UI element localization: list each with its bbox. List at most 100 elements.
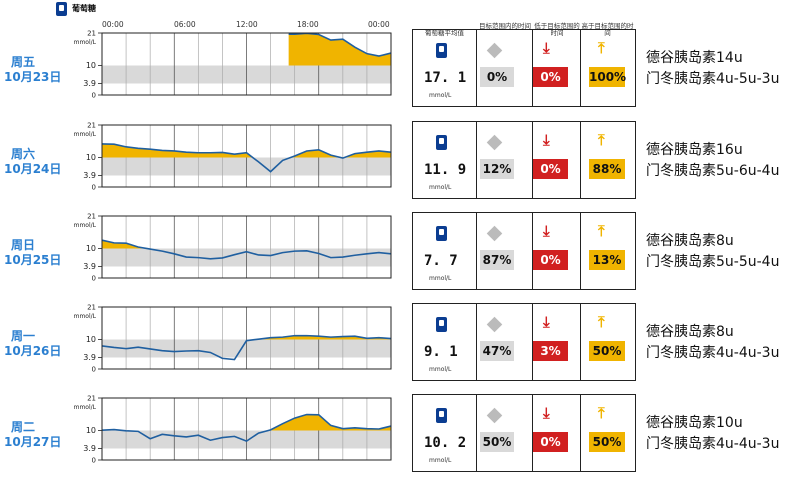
- y-tick-label: 3.9: [83, 444, 96, 453]
- below-range-arrow-icon: ⤓: [543, 222, 550, 240]
- time-in-range-badge: 87%: [480, 250, 514, 270]
- y-tick-label: 0: [92, 366, 96, 374]
- y-tick-label: 21: [87, 30, 96, 38]
- divider: [476, 121, 477, 199]
- glucose-chart: 21 10 3.9 0 mmol/L: [74, 395, 392, 465]
- time-axis: 00:00 06:00 12:00 18:00 00:00: [100, 20, 392, 30]
- time-above-range-badge: 100%: [589, 67, 626, 87]
- time-below-range-badge: 0%: [533, 250, 568, 270]
- y-tick-label: 10: [86, 426, 96, 435]
- y-unit-label: mmol/L: [74, 39, 97, 46]
- avg-header: 葡萄糖平均值: [425, 29, 464, 37]
- date: 10月26日: [4, 344, 62, 358]
- time-above-range-badge: 88%: [589, 159, 625, 179]
- divider: [476, 212, 477, 290]
- weekday: 周六: [10, 147, 35, 161]
- time-above-range-badge: 50%: [589, 432, 625, 452]
- day-label: 周一 10月26日: [4, 329, 64, 359]
- glucose-meter-icon: [436, 226, 447, 241]
- basal-insulin-note: 德谷胰岛素14u: [646, 50, 743, 66]
- avg-glucose-value: 10. 2: [424, 435, 467, 451]
- y-unit-label: mmol/L: [74, 131, 97, 138]
- above-range-arrow-icon: ⤒: [598, 313, 605, 331]
- divider: [580, 394, 581, 472]
- y-tick-label: 10: [86, 153, 96, 162]
- avg-unit: mmol/L: [429, 275, 452, 282]
- avg-glucose-value: 17. 1: [424, 70, 467, 86]
- below-range-arrow-icon: ⤓: [543, 131, 550, 149]
- glucose-meter-icon: [436, 317, 447, 332]
- y-tick-label: 0: [92, 184, 96, 192]
- divider: [532, 121, 533, 199]
- divider: [580, 29, 581, 107]
- y-tick-label: 10: [86, 61, 96, 70]
- bolus-insulin-note: 门冬胰岛素5u-6u-4u: [646, 163, 780, 179]
- basal-insulin-note: 德谷胰岛素10u: [646, 415, 743, 431]
- divider: [532, 29, 533, 107]
- y-tick-label: 0: [92, 457, 96, 465]
- bolus-insulin-note: 门冬胰岛素4u-5u-3u: [646, 71, 780, 87]
- above-range-area: [102, 143, 253, 158]
- time-below-range-badge: 0%: [533, 159, 568, 179]
- above-range-area: [344, 150, 391, 158]
- y-tick-label: 3.9: [83, 353, 96, 362]
- glucose-line: [288, 32, 392, 57]
- time-below-range-badge: 0%: [533, 432, 568, 452]
- day-label: 周六 10月24日: [4, 147, 64, 177]
- above-range-arrow-icon: ⤒: [598, 404, 605, 422]
- in-range-header: 目标范围内的时间: [479, 22, 531, 30]
- glucose-chart: 21 10 3.9 0 mmol/L: [74, 122, 392, 192]
- date: 10月24日: [4, 162, 62, 176]
- glucose-meter-icon: [436, 408, 447, 423]
- avg-unit: mmol/L: [429, 184, 452, 191]
- y-tick-label: 21: [87, 304, 96, 312]
- date: 10月27日: [4, 435, 62, 449]
- glucose-chart: 21 10 3.9 0 mmol/L: [74, 213, 392, 283]
- time-below-range-badge: 0%: [533, 67, 568, 87]
- day-label: 周日 10月25日: [4, 238, 64, 268]
- plot-frame: [101, 306, 392, 370]
- divider: [580, 212, 581, 290]
- time-label: 06:00: [174, 20, 196, 29]
- date: 10月23日: [4, 70, 62, 84]
- y-unit-label: mmol/L: [74, 222, 97, 229]
- plot-frame: [101, 32, 392, 96]
- time-above-range-badge: 50%: [589, 341, 625, 361]
- below-range-arrow-icon: ⤓: [543, 39, 550, 57]
- avg-glucose-value: 11. 9: [424, 162, 467, 178]
- avg-unit: mmol/L: [429, 92, 452, 99]
- weekday: 周五: [10, 55, 35, 69]
- bolus-insulin-note: 门冬胰岛素5u-5u-4u: [646, 254, 780, 270]
- divider: [476, 29, 477, 107]
- divider: [532, 303, 533, 381]
- stats-panel: [412, 394, 636, 472]
- glucose-meter-icon: [436, 43, 447, 58]
- y-unit-label: mmol/L: [74, 404, 97, 411]
- y-tick-label: 10: [86, 335, 96, 344]
- divider: [476, 394, 477, 472]
- above-range-area: [288, 33, 391, 66]
- y-tick-label: 3.9: [83, 262, 96, 271]
- weekday: 周一: [10, 329, 35, 343]
- basal-insulin-note: 德谷胰岛素16u: [646, 142, 743, 158]
- basal-insulin-note: 德谷胰岛素8u: [646, 324, 734, 340]
- avg-unit: mmol/L: [429, 457, 452, 464]
- time-label: 00:00: [102, 20, 124, 29]
- legend-label: 葡萄糖: [72, 4, 96, 13]
- y-tick-label: 10: [86, 244, 96, 253]
- weekday: 周二: [10, 420, 35, 434]
- divider: [532, 394, 533, 472]
- time-in-range-badge: 47%: [480, 341, 514, 361]
- basal-insulin-note: 德谷胰岛素8u: [646, 233, 734, 249]
- plot-frame: [101, 397, 392, 461]
- day-label: 周二 10月27日: [4, 420, 64, 450]
- y-tick-label: 21: [87, 213, 96, 221]
- glucose-meter-icon: [436, 135, 447, 150]
- y-unit-label: mmol/L: [74, 313, 97, 320]
- time-label: 12:00: [236, 20, 258, 29]
- divider: [580, 121, 581, 199]
- time-in-range-badge: 12%: [480, 159, 514, 179]
- y-tick-label: 21: [87, 122, 96, 130]
- divider: [580, 303, 581, 381]
- below-range-arrow-icon: ⤓: [543, 313, 550, 331]
